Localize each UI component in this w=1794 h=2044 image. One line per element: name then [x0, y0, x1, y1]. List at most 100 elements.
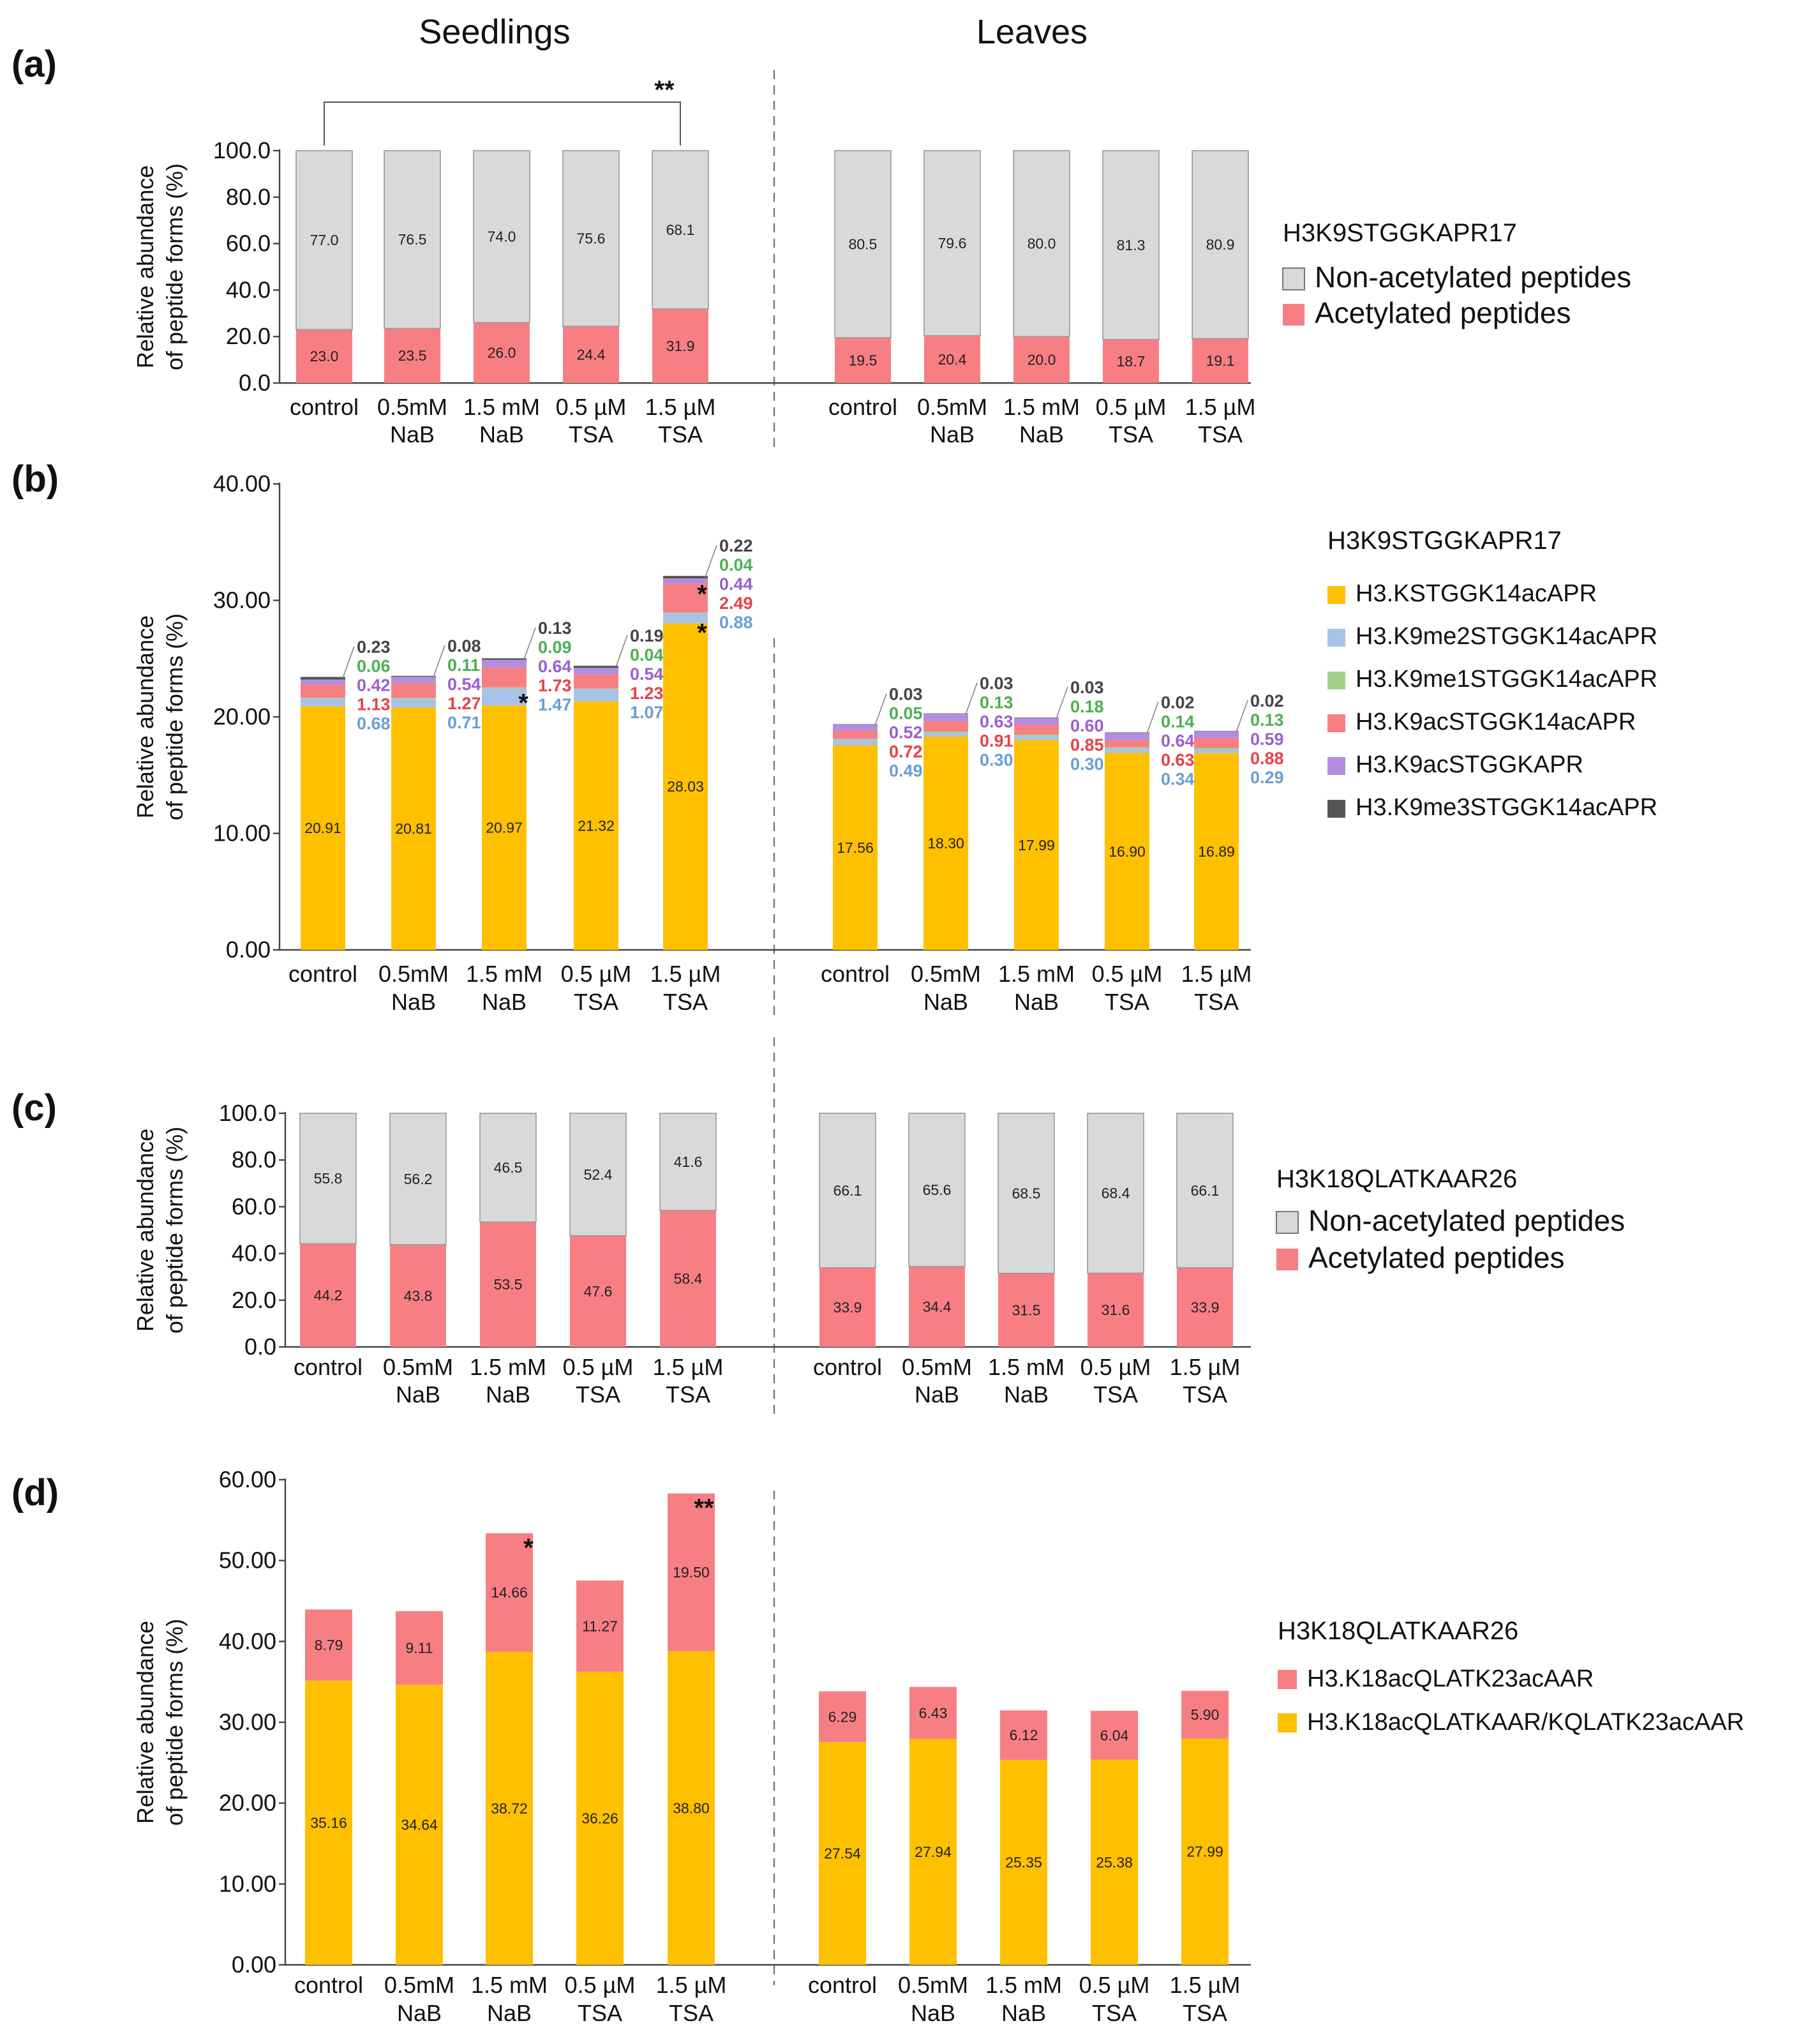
legend-label: H3.K9me3STGGK14acAPR	[1356, 794, 1657, 821]
legend-label: Acetylated peptides	[1315, 296, 1571, 329]
bar-segment	[908, 1113, 966, 1267]
bar-segment	[1194, 748, 1239, 750]
data-label: 33.9	[833, 1299, 862, 1316]
y-axis-label: of peptide forms (%)	[161, 1127, 188, 1334]
bar-segment	[668, 1651, 715, 1965]
data-label: 35.16	[310, 1814, 347, 1831]
legend-label: H3.K18acQLATK23acAAR	[1307, 1665, 1594, 1692]
data-label: 8.79	[315, 1637, 343, 1653]
data-label: 1.27	[447, 694, 481, 713]
bar-segment	[1192, 150, 1249, 340]
y-axis-label: Relative abundance	[132, 1621, 158, 1824]
x-tick-label: NaB	[1019, 421, 1064, 447]
panel-label: (d)	[11, 1472, 59, 1514]
bar-segment	[909, 1266, 965, 1347]
legend-swatch	[1327, 672, 1345, 689]
legend-title: H3K9STGGKAPR17	[1327, 527, 1562, 555]
bar-segment	[474, 322, 530, 383]
x-tick-label: NaB	[915, 1381, 959, 1408]
x-tick-label: 1.5 mM	[988, 1354, 1065, 1380]
x-tick-label: TSA	[1198, 421, 1243, 447]
x-tick-label: NaB	[396, 1381, 440, 1408]
bar-segment	[1013, 336, 1070, 383]
data-label: 19.5	[849, 352, 878, 369]
bar-segment	[819, 1113, 876, 1268]
data-label: 1.07	[630, 703, 664, 722]
data-label: 0.85	[1070, 735, 1104, 755]
leader-line	[965, 682, 978, 715]
x-tick-label: control	[821, 961, 890, 987]
data-label: 0.19	[630, 626, 664, 645]
bar-segment	[479, 1113, 537, 1222]
bar-segment	[1014, 734, 1059, 737]
bar-segment	[1192, 338, 1248, 383]
x-tick-label: NaB	[1004, 1381, 1049, 1408]
data-label: 1.13	[357, 695, 391, 714]
x-tick-label: TSA	[569, 421, 613, 447]
significance-mark: **	[694, 1494, 714, 1522]
data-label: 6.12	[1010, 1727, 1038, 1743]
bar-segment	[574, 668, 618, 675]
data-label: 23.0	[310, 348, 339, 364]
data-label: 21.32	[578, 817, 615, 834]
bar-segment	[480, 1222, 536, 1347]
bar-segment	[576, 1671, 624, 1965]
x-tick-label: 0.5mM	[378, 961, 449, 987]
data-label: 18.30	[927, 835, 964, 852]
bar-segment	[1091, 1711, 1138, 1760]
bar-segment	[998, 1113, 1055, 1274]
panel-a: (a) 0.0 20.0 40.0 60.0 80.0 100.0 Relative abun…	[11, 43, 1631, 447]
data-label: 80.0	[1028, 236, 1056, 252]
data-label: 19.1	[1206, 352, 1235, 369]
data-label: 36.26	[581, 1810, 618, 1826]
data-label: 0.88	[1250, 749, 1284, 768]
data-label: 66.1	[833, 1182, 862, 1199]
bar-segment	[833, 724, 878, 725]
x-tick-label: 0.5mM	[911, 961, 981, 987]
data-label: 79.6	[938, 235, 967, 252]
bar-segment	[1000, 1710, 1047, 1760]
bar-segment	[909, 1739, 957, 1965]
data-label: 20.4	[938, 351, 967, 368]
x-tick-label: 0.5 µM	[1092, 961, 1163, 987]
y-tick-label: 100.0	[213, 137, 271, 163]
x-tick-label: 1.5 µM	[656, 1972, 727, 1998]
data-label: 20.81	[395, 820, 432, 837]
bar-segment	[1014, 737, 1059, 740]
legend-label: H3.K9me1STGGK14acAPR	[1356, 666, 1657, 693]
bar-segment	[833, 730, 878, 739]
y-tick-label: 60.0	[226, 230, 271, 257]
data-label: 19.50	[673, 1564, 710, 1581]
significance-mark: *	[697, 580, 707, 608]
data-label: 0.08	[447, 636, 481, 656]
bar-segment	[1088, 1273, 1144, 1347]
y-tick-label: 80.0	[232, 1146, 276, 1173]
bar-segment	[1000, 1759, 1047, 1965]
legend-label: Non-acetylated peptides	[1308, 1204, 1625, 1237]
bar-segment	[835, 338, 891, 383]
x-tick-label: 1.5 mM	[463, 394, 540, 420]
data-label: 0.04	[719, 555, 753, 575]
bar-segment	[396, 1611, 443, 1685]
bar-segment	[389, 1113, 447, 1245]
data-label: 43.8	[404, 1288, 433, 1304]
legend-swatch	[1278, 1670, 1297, 1689]
data-label: 0.04	[630, 645, 664, 665]
data-label: 0.05	[889, 703, 923, 723]
data-label: 9.11	[405, 1640, 433, 1657]
legend-swatch	[1327, 586, 1345, 604]
data-label: 55.8	[314, 1170, 343, 1187]
x-tick-label: NaB	[1001, 2000, 1046, 2026]
bar-segment	[384, 150, 441, 329]
panel-d: (d) 0.00 10.00 20.00 30.00 40.00 50.00 60.00 Rel…	[11, 1466, 1744, 2026]
y-tick-label: 20.0	[232, 1287, 276, 1313]
x-tick-label: 0.5 µM	[565, 1972, 636, 1998]
panel-label: (b)	[11, 458, 59, 500]
title-leaves: Leaves	[976, 13, 1088, 51]
bar-segment	[574, 665, 618, 668]
data-label: 0.91	[980, 732, 1013, 751]
legend-swatch	[1283, 304, 1304, 326]
bar-segment	[833, 725, 878, 731]
leader-line	[523, 627, 536, 660]
bar-segment	[1181, 1690, 1229, 1739]
